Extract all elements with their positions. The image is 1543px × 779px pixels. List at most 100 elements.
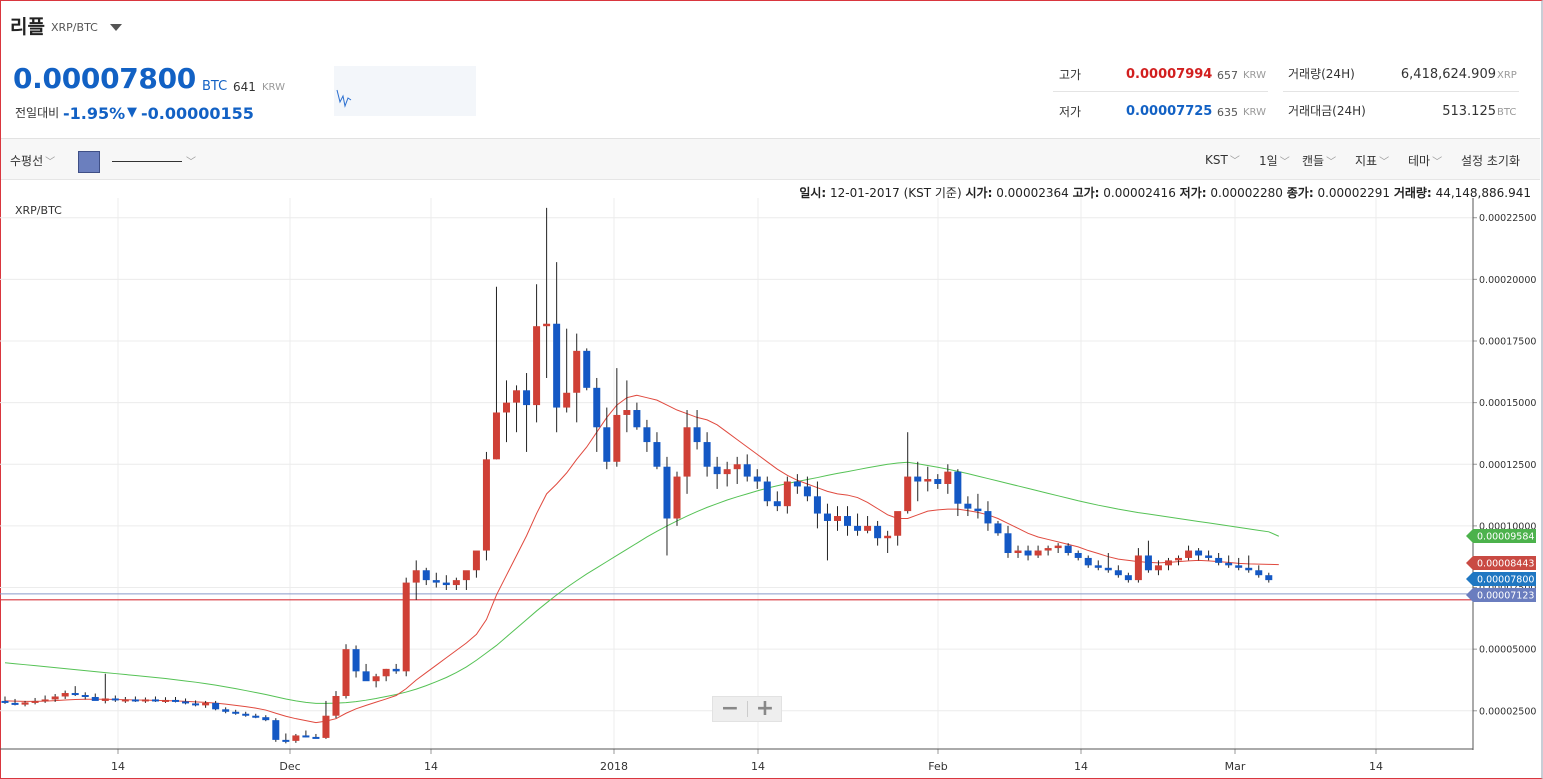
candle-body [272,720,280,740]
open-label: 시가: [965,186,993,200]
candle-body [91,696,99,701]
candle-body [442,582,450,586]
candle-body [21,702,29,705]
timezone-select[interactable]: KST ﹀ [1205,152,1240,167]
close-value: 0.00002291 [1317,186,1390,200]
line-color-swatch[interactable] [78,151,100,173]
candle-body [282,739,290,742]
candle-body [553,323,561,408]
candle-body [31,700,39,703]
price-marker [1466,556,1536,570]
candle-body [51,696,59,700]
x-tick-label: 14 [424,760,438,773]
caret-down-icon[interactable] [110,24,122,31]
candle-body [964,503,972,509]
candle-body [823,513,831,521]
price-marker-label: 0.00007123 [1477,591,1534,602]
price-krw-unit: KRW [262,82,285,93]
candle-body [1034,550,1042,556]
candle-body [864,525,872,531]
x-tick-label: 14 [1074,760,1088,773]
volume-label: 거래량(24H) [1288,67,1355,81]
low-label-info: 저가: [1179,186,1207,200]
candle-body [462,570,470,581]
interval-select[interactable]: 1일 ﹀ [1259,152,1290,169]
stats-divider-right [1283,91,1519,92]
candle-body [1084,557,1092,566]
candle-body [1124,575,1132,581]
y-tick-label: 0.00005000 [1479,645,1536,656]
candle-body [111,698,119,701]
drawing-tool-select[interactable]: 수평선 ﹀ [10,152,55,169]
x-tick-label: Mar [1225,760,1246,773]
candle-body [292,735,300,741]
sparkline [334,66,476,116]
high-krw-unit: KRW [1243,70,1266,81]
zoom-in-button[interactable]: + [755,696,775,721]
candle-body [492,412,500,460]
ma-long-line [4,461,1280,704]
candle-body [793,481,801,487]
candle-body [322,715,330,738]
title-bar: 리플 XRP/BTC [0,0,1543,50]
candle-body [332,695,340,716]
candle-body [954,471,962,504]
candle-body [753,476,761,482]
candle-body [412,570,420,583]
chart-title: XRP/BTC [15,204,62,217]
candle-body [422,570,430,581]
candle-body [382,668,390,677]
candle-body [472,550,480,571]
indicator-select[interactable]: 지표 ﹀ [1355,152,1389,169]
current-price: 0.00007800 [13,62,196,95]
zoom-divider [747,701,748,717]
candle-body [452,580,460,586]
high-value: 0.00007994 [1126,67,1213,82]
candle-body [713,466,721,475]
chevron-down-icon: ﹀ [45,157,56,168]
reset-settings-button[interactable]: 설정 초기화 [1461,154,1521,168]
chevron-down-icon: ﹀ [1379,157,1390,168]
price-chart[interactable]: 0.000025000.000050000.000075000.00010000… [0,198,1540,778]
candle-body [904,476,912,512]
chevron-down-icon: ﹀ [1326,157,1337,168]
candle-body [1074,553,1082,558]
x-tick-label: 14 [751,760,765,773]
amount-value: 513.125 [1442,104,1496,119]
zoom-out-button[interactable]: − [720,696,740,721]
candle-body [131,699,139,702]
x-tick-label: 14 [1369,760,1383,773]
x-tick-label: Feb [928,760,947,773]
candle-body [192,703,200,706]
candle-body [1094,565,1102,568]
candle-body [844,516,852,526]
candle-body [362,671,370,682]
interval-label: 1일 [1259,154,1278,168]
chart-style-select[interactable]: 캔들 ﹀ [1302,152,1336,169]
candle-body [402,582,410,672]
candle-body [161,699,169,702]
price-marker [1466,529,1536,543]
amount-unit: BTC [1497,107,1517,118]
chevron-down-icon: ﹀ [1279,157,1290,168]
candle-body [914,476,922,482]
candle-body [513,390,521,403]
amount-label: 거래대금(24H) [1288,104,1366,118]
date-value: 12-01-2017 (KST 기준) [830,186,962,200]
x-tick-label: 2018 [600,760,628,773]
candle-body [693,427,701,443]
chevron-down-icon[interactable]: ﹀ [186,157,196,168]
candle-body [302,735,310,738]
candle-body [101,698,109,701]
candle-body [1225,562,1233,566]
candle-body [813,496,821,514]
theme-select[interactable]: 테마 ﹀ [1408,152,1442,169]
candle-body [924,479,932,482]
coin-pair: XRP/BTC [51,21,98,34]
price-marker-label: 0.00009584 [1477,532,1534,543]
line-style-select[interactable] [112,161,182,162]
candle-body [563,392,571,408]
candle-body [432,580,440,583]
chevron-down-icon: ﹀ [1229,156,1240,167]
candle-body [1014,550,1022,554]
